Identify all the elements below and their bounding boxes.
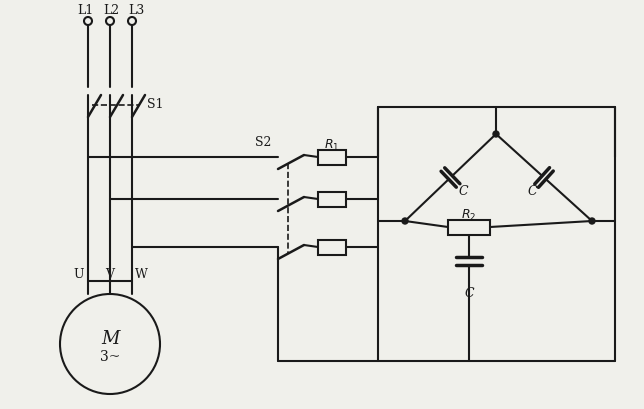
Circle shape xyxy=(84,18,92,26)
Text: L2: L2 xyxy=(103,4,119,18)
Text: L1: L1 xyxy=(77,4,93,18)
Circle shape xyxy=(589,218,595,225)
Circle shape xyxy=(106,18,114,26)
Text: S2: S2 xyxy=(255,136,271,149)
Text: C: C xyxy=(464,287,474,300)
Bar xyxy=(318,193,346,207)
Text: $R_2$: $R_2$ xyxy=(461,207,477,222)
Circle shape xyxy=(402,218,408,225)
Text: C: C xyxy=(458,184,468,198)
Text: $R_1$: $R_1$ xyxy=(325,137,339,152)
Circle shape xyxy=(128,18,136,26)
Bar xyxy=(318,240,346,255)
Text: U: U xyxy=(74,268,84,281)
Text: C: C xyxy=(527,185,536,198)
Text: W: W xyxy=(135,268,147,281)
Bar xyxy=(318,151,346,166)
Circle shape xyxy=(60,294,160,394)
Text: S1: S1 xyxy=(147,97,164,110)
Text: 3~: 3~ xyxy=(100,349,120,363)
Bar xyxy=(448,220,490,236)
Text: M: M xyxy=(101,329,119,347)
Text: V: V xyxy=(106,268,115,281)
Text: L3: L3 xyxy=(128,4,144,18)
Circle shape xyxy=(493,132,499,138)
